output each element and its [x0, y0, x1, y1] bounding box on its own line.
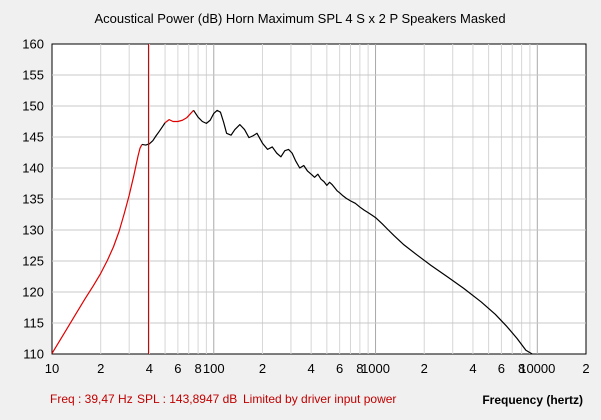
y-tick-label: 135 — [22, 192, 44, 207]
series-group — [51, 109, 533, 355]
y-tick-label: 145 — [22, 130, 44, 145]
x-tick-label: 2 — [582, 361, 589, 376]
y-tick-label: 140 — [22, 161, 44, 176]
x-tick-label: 4 — [469, 361, 476, 376]
status-note: Limited by driver input power — [243, 392, 396, 406]
x-axis-label: Frequency (hertz) — [482, 393, 583, 407]
y-tick-label: 125 — [22, 254, 44, 269]
x-tick-label: 6 — [498, 361, 505, 376]
x-tick-label: 100 — [203, 361, 225, 376]
x-tick-label: 2 — [97, 361, 104, 376]
grid — [52, 44, 586, 354]
series-line — [164, 109, 195, 124]
y-tick-labels: 110 115 120 125 130 135 140 145 150 155 160 — [22, 37, 44, 362]
y-tick-label: 115 — [23, 316, 44, 331]
x-tick-label: 8 — [518, 361, 525, 376]
chart-title: Acoustical Power (dB) Horn Maximum SPL 4… — [94, 11, 505, 26]
x-tick-label: 8 — [356, 361, 363, 376]
x-tick-label: 6 — [336, 361, 343, 376]
x-tick-label: 8 — [194, 361, 201, 376]
y-tick-label: 160 — [22, 37, 44, 52]
series-line — [51, 144, 143, 354]
y-tick-label: 120 — [22, 285, 44, 300]
x-tick-label: 4 — [308, 361, 315, 376]
x-tick-label: 4 — [146, 361, 153, 376]
y-tick-label: 150 — [22, 99, 44, 114]
x-tick-label: 2 — [421, 361, 428, 376]
x-tick-label: 2 — [259, 361, 266, 376]
status-freq: Freq : 39,47 Hz — [50, 392, 133, 406]
status-spl: SPL : 143,8947 dB — [137, 392, 237, 406]
x-tick-label: 1000 — [361, 361, 390, 376]
x-tick-label: 6 — [174, 361, 181, 376]
y-tick-label: 130 — [22, 223, 44, 238]
x-tick-label: 10000 — [519, 361, 555, 376]
x-tick-label: 10 — [45, 361, 59, 376]
series-line — [141, 122, 166, 146]
y-tick-label: 110 — [23, 347, 44, 362]
y-tick-label: 155 — [22, 68, 44, 83]
series-line — [193, 109, 533, 355]
